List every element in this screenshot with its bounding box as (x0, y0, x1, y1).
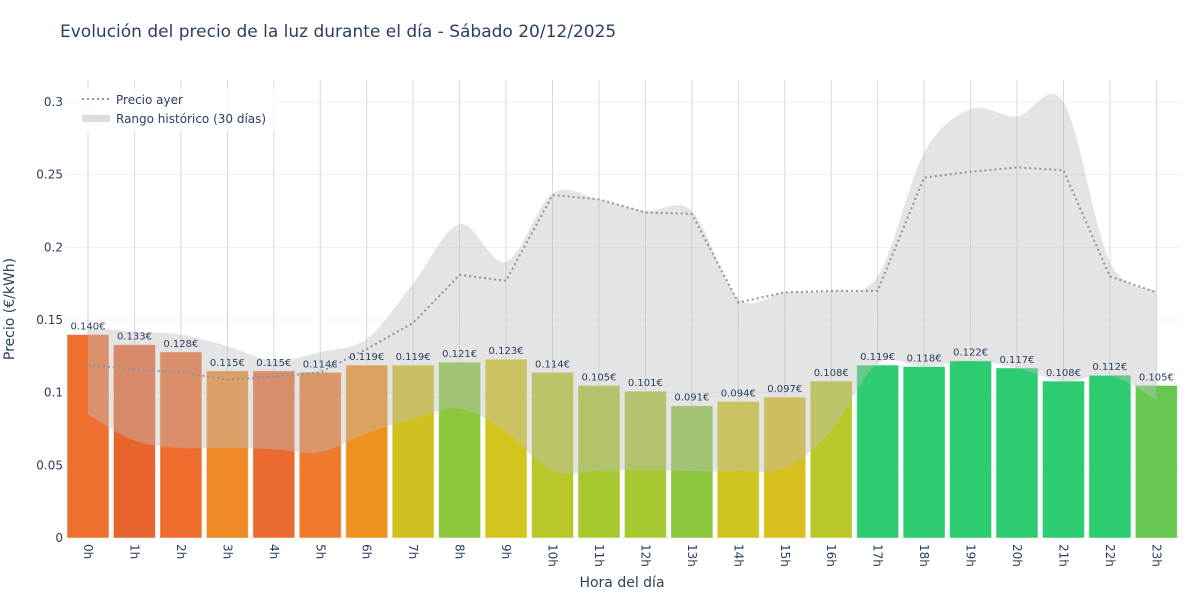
x-tick-label: 14h (731, 544, 745, 567)
x-tick-label: 2h (174, 544, 188, 559)
yesterday-price-line (87, 166, 1157, 381)
x-tick-label: 23h (1149, 544, 1163, 567)
bar-value-label: 0.123€ (489, 346, 524, 357)
bar-value-label: 0.128€ (163, 339, 198, 350)
bar-value-label: 0.121€ (442, 349, 477, 360)
x-tick-label: 5h (313, 544, 327, 559)
bar-value-label: 0.115€ (256, 358, 291, 369)
x-tick-label: 21h (1056, 544, 1070, 567)
price-bar (670, 405, 714, 539)
legend-background (75, 88, 275, 132)
bar-value-label: 0.105€ (581, 372, 616, 383)
price-bar (1041, 380, 1085, 539)
x-tick-label: 15h (778, 544, 792, 567)
price-bar (902, 366, 946, 539)
price-bar (159, 351, 203, 539)
price-bar (995, 367, 1039, 539)
x-tick-label: 20h (1010, 544, 1024, 567)
price-bar (391, 364, 435, 539)
price-bar (112, 344, 156, 539)
y-tick-label: 0.1 (44, 386, 63, 400)
price-bar (1134, 384, 1178, 539)
price-bar (856, 364, 900, 539)
x-tick-label: 13h (685, 544, 699, 567)
y-tick-label: 0 (55, 531, 63, 545)
bar-value-label: 0.097€ (767, 384, 802, 395)
y-tick-label: 0.2 (44, 240, 63, 254)
bar-value-label: 0.094€ (721, 388, 756, 399)
price-bar (623, 390, 667, 539)
price-bar (205, 370, 249, 539)
x-tick-label: 7h (406, 544, 420, 559)
price-bar (949, 360, 993, 539)
x-tick-label: 16h (824, 544, 838, 567)
x-tick-label: 0h (81, 544, 95, 559)
legend: Precio ayer Rango histórico (30 días) (75, 88, 275, 132)
legend-item-range: Rango histórico (30 días) (116, 112, 266, 126)
price-bar (66, 334, 110, 539)
bar-value-label: 0.108€ (1046, 368, 1081, 379)
y-tick-label: 0.25 (36, 168, 63, 182)
y-axis-title: Precio (€/kWh) (2, 258, 18, 360)
bar-value-label: 0.114€ (535, 359, 570, 370)
y-tick-label: 0.05 (36, 458, 63, 472)
price-bar (763, 396, 807, 539)
bar-value-label: 0.119€ (396, 352, 431, 363)
x-tick-label: 22h (1103, 544, 1117, 567)
x-tick-label: 19h (964, 544, 978, 567)
bar-value-label: 0.101€ (628, 378, 663, 389)
bar-value-label: 0.114€ (303, 359, 338, 370)
price-bar (577, 384, 621, 539)
x-tick-label: 12h (638, 544, 652, 567)
bar-value-label: 0.119€ (349, 352, 384, 363)
price-bar (716, 400, 760, 539)
bar-value-label: 0.105€ (1139, 372, 1174, 383)
x-tick-label: 3h (220, 544, 234, 559)
x-tick-label: 4h (267, 544, 281, 559)
bar-value-label: 0.140€ (71, 322, 106, 333)
bar-value-label: 0.118€ (907, 354, 942, 365)
x-axis-title: Hora del día (579, 575, 664, 591)
price-bar (1088, 374, 1132, 539)
bar-value-label: 0.119€ (860, 352, 895, 363)
legend-item-yesterday: Precio ayer (116, 93, 183, 107)
x-tick-label: 11h (592, 544, 606, 567)
y-tick-label: 0.3 (44, 95, 63, 109)
price-bar (484, 358, 528, 539)
bar-value-label: 0.117€ (1000, 355, 1035, 366)
bar-value-label: 0.115€ (210, 358, 245, 369)
y-tick-label: 0.15 (36, 313, 63, 327)
bar-value-label: 0.112€ (1092, 362, 1127, 373)
x-tick-label: 8h (453, 544, 467, 559)
bar-value-label: 0.091€ (674, 393, 709, 404)
price-bar (531, 371, 574, 539)
price-bar (252, 370, 296, 539)
bar-value-label: 0.133€ (117, 332, 152, 343)
bar-value-label: 0.122€ (953, 348, 988, 359)
legend-band-swatch (82, 115, 110, 122)
price-bar (438, 361, 482, 539)
x-tick-label: 17h (871, 544, 885, 567)
x-tick-label: 6h (360, 544, 374, 559)
x-tick-label: 9h (499, 544, 513, 559)
price-bar (345, 364, 389, 539)
chart-title: Evolución del precio de la luz durante e… (60, 22, 617, 42)
x-tick-label: 18h (917, 544, 931, 567)
x-tick-label: 1h (127, 544, 141, 559)
price-bar (809, 380, 853, 539)
price-bar (298, 371, 342, 539)
historical-range-band (88, 93, 1157, 475)
bar-value-label: 0.108€ (814, 368, 849, 379)
x-tick-label: 10h (546, 544, 560, 567)
